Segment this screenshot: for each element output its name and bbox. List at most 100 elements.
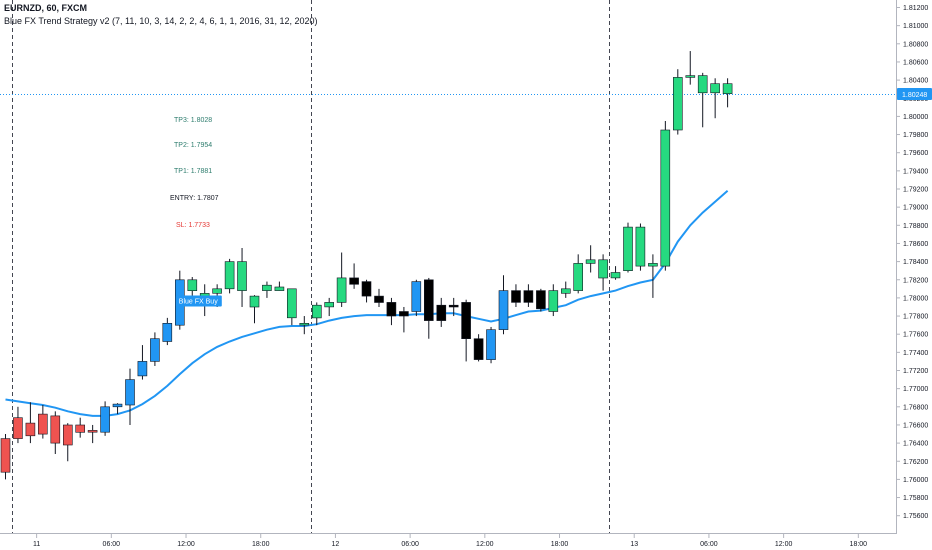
- y-tick-label: 1.77600: [903, 332, 928, 339]
- y-tick-label: 1.76600: [903, 423, 928, 430]
- candle: [262, 281, 272, 298]
- buy-signal: Blue FX Buy: [175, 295, 222, 307]
- candle: [423, 277, 434, 339]
- candle: [648, 254, 658, 298]
- candle-body: [635, 226, 646, 267]
- candle: [112, 403, 123, 415]
- candle: [299, 316, 310, 335]
- candle-body: [112, 403, 123, 408]
- candle: [399, 306, 409, 333]
- buy-signal-box: [175, 295, 222, 307]
- candle-body: [100, 406, 110, 433]
- candle-body: [37, 413, 48, 435]
- y-tick-label: 1.77000: [903, 386, 928, 393]
- candle-body: [87, 430, 98, 433]
- x-tick-label: 06:00: [700, 541, 718, 548]
- candle: [660, 120, 671, 271]
- candle-body: [75, 424, 85, 433]
- candle: [224, 258, 235, 294]
- candle: [623, 222, 633, 273]
- candle: [722, 78, 733, 108]
- y-tick-label: 1.77200: [903, 368, 928, 375]
- tp3-label: TP3: 1.8028: [174, 117, 213, 124]
- x-axis[interactable]: 11 06:00 12:00 18:00 12 06:00 12:00 18:00 13 06:0…: [33, 534, 867, 548]
- x-tick-label: 12:00: [476, 541, 494, 548]
- x-tick-label: 18:00: [551, 541, 569, 548]
- candle-body: [162, 322, 173, 342]
- x-tick-label: 18:00: [850, 541, 868, 548]
- candle-body: [548, 290, 559, 312]
- y-tick-label: 1.81000: [903, 23, 928, 30]
- candle: [249, 295, 260, 324]
- y-tick-label: 1.78000: [903, 295, 928, 302]
- candle-body: [585, 259, 596, 264]
- y-tick-label: 1.80400: [903, 78, 928, 85]
- candle: [461, 299, 471, 362]
- candle-body: [50, 415, 61, 444]
- candle-body: [361, 281, 372, 297]
- candle: [374, 288, 384, 307]
- y-tick-label: 1.76400: [903, 441, 928, 448]
- candle-body: [536, 290, 546, 310]
- candle-body: [386, 302, 397, 317]
- candle-body: [399, 311, 409, 317]
- price-marker-value: 1.80248: [902, 92, 927, 99]
- x-tick-label: 18:00: [252, 541, 270, 548]
- candle: [361, 279, 372, 303]
- candle: [511, 284, 521, 307]
- y-tick-label: 1.78200: [903, 277, 928, 284]
- candle-body: [125, 379, 135, 406]
- candle-body: [423, 279, 434, 321]
- price-marker-box: [897, 88, 932, 100]
- candle-body: [262, 284, 272, 291]
- candle: [672, 69, 683, 135]
- entry-label: ENTRY: 1.7807: [170, 195, 219, 202]
- candle-body: [249, 295, 260, 308]
- candle: [237, 247, 247, 307]
- y-axis[interactable]: 1.75600 1.75800 1.76000 1.76200 1.76400 1.766…: [896, 5, 928, 520]
- x-tick-label: 12:00: [177, 541, 195, 548]
- candle: [548, 284, 559, 317]
- candle-body: [461, 302, 471, 339]
- y-tick-label: 1.77800: [903, 314, 928, 321]
- candle: [274, 281, 285, 291]
- y-tick-label: 1.79800: [903, 132, 928, 139]
- candle: [286, 288, 297, 326]
- x-tick-label: 06:00: [401, 541, 419, 548]
- candle: [635, 223, 646, 271]
- y-tick-label: 1.79000: [903, 205, 928, 212]
- candle-body: [212, 288, 222, 294]
- candle: [498, 275, 509, 335]
- candle: [523, 284, 534, 307]
- candle: [311, 302, 322, 326]
- candle-body: [411, 281, 422, 312]
- x-tick-label: 06:00: [103, 541, 121, 548]
- candle-body: [25, 422, 36, 437]
- candle: [536, 288, 546, 312]
- candle: [598, 254, 608, 291]
- candle-body: [62, 424, 73, 446]
- candle-body: [573, 263, 584, 291]
- candle: [610, 266, 621, 280]
- candle: [411, 279, 422, 317]
- sl-label: SL: 1.7733: [176, 222, 210, 229]
- candle: [100, 401, 110, 436]
- candle-body: [523, 290, 534, 303]
- candle: [349, 263, 359, 289]
- candle-body: [349, 277, 359, 285]
- candle: [697, 72, 708, 128]
- candle-body: [697, 75, 708, 94]
- candle-body: [436, 304, 447, 321]
- candle: [150, 332, 160, 366]
- y-tick-label: 1.76200: [903, 459, 928, 466]
- candle: [436, 297, 447, 327]
- candle: [386, 297, 397, 326]
- candle-body: [448, 304, 459, 308]
- candle-body: [374, 295, 384, 303]
- candle: [75, 417, 85, 438]
- y-tick-label: 1.80800: [903, 41, 928, 48]
- candle: [336, 252, 347, 307]
- candle-body: [274, 286, 285, 291]
- y-tick-label: 1.76000: [903, 477, 928, 484]
